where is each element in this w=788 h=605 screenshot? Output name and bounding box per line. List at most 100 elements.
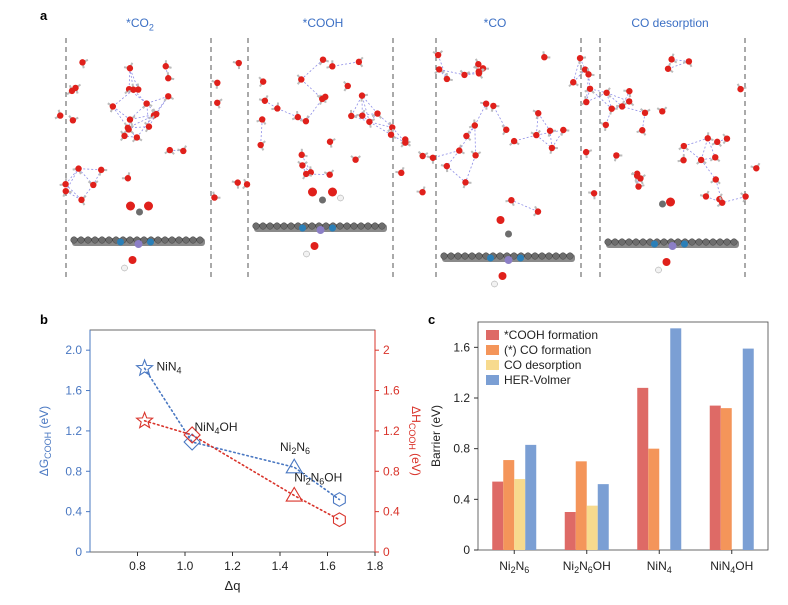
water-oxygen xyxy=(419,152,426,160)
carbon-atom xyxy=(378,222,386,230)
water-oxygen xyxy=(625,98,633,105)
water-oxygen xyxy=(541,53,548,61)
water-oxygen xyxy=(359,112,366,119)
water-oxygen xyxy=(712,154,719,161)
water-oxygen xyxy=(585,71,592,78)
hydrogen-bond xyxy=(155,96,169,115)
water-oxygen xyxy=(570,79,577,86)
bar-co-formation xyxy=(575,461,587,550)
category-label-c-4: NiN4OH xyxy=(710,559,753,575)
nitrogen-atom xyxy=(681,240,688,248)
carbon-atom xyxy=(154,236,162,244)
water-oxygen xyxy=(443,162,451,170)
data-point-hexagon xyxy=(332,492,346,507)
water-oxygen xyxy=(461,71,468,79)
water-oxygen xyxy=(352,156,359,163)
carbon-atom xyxy=(559,252,567,260)
water-oxygen xyxy=(685,58,693,65)
carbon-atom xyxy=(273,222,281,230)
title-co: *CO xyxy=(483,16,507,30)
water-oxygen xyxy=(535,110,542,117)
water-oxygen xyxy=(712,176,719,183)
desorbed-carbon xyxy=(659,200,666,208)
water-oxygen xyxy=(62,180,69,188)
adsorbate-hydrogen xyxy=(337,194,344,202)
carbon-atom xyxy=(168,236,176,244)
series-line-b xyxy=(143,367,341,501)
carbon-atom xyxy=(266,222,274,230)
bar-her-volmer xyxy=(525,444,537,550)
category-label-c-2: Ni2N6OH xyxy=(563,559,611,575)
carbon-atom xyxy=(524,252,532,260)
x-tick-label-b: 1.8 xyxy=(367,559,384,573)
carbon-atom xyxy=(611,238,619,246)
water-oxygen xyxy=(294,113,302,121)
carbon-atom xyxy=(77,236,85,244)
y-right-tick-label-b: 0.8 xyxy=(383,464,400,478)
water-oxygen xyxy=(702,193,710,200)
hydrogen-bond xyxy=(465,155,476,183)
hydrogen-bond xyxy=(361,95,370,122)
water-oxygen xyxy=(659,108,666,115)
water-oxygen xyxy=(576,54,584,62)
carbon-atom xyxy=(447,252,455,260)
water-oxygen xyxy=(211,194,218,201)
hydrogen-bond xyxy=(671,58,689,62)
hydrogen-bond xyxy=(722,196,746,204)
x-tick-label-b: 1.2 xyxy=(224,559,241,573)
water-oxygen xyxy=(472,152,479,159)
title-cooh: *COOH xyxy=(302,16,344,30)
structure-2 xyxy=(231,38,412,278)
carbon-atom xyxy=(98,236,106,244)
water-oxygen xyxy=(462,179,469,186)
carbon-atom xyxy=(343,222,351,230)
water-oxygen xyxy=(145,123,153,130)
hydrogen-bond xyxy=(641,112,646,131)
title-co2: *CO2 xyxy=(65,16,215,32)
water-oxygen xyxy=(79,59,86,66)
hydrogen-bond xyxy=(351,115,370,123)
carbon-atom xyxy=(660,238,668,246)
water-oxygen xyxy=(613,152,620,159)
bar-her-volmer xyxy=(670,328,682,550)
hydrogen-bond xyxy=(301,79,323,100)
hydrogen-bond xyxy=(92,169,102,186)
water-oxygen xyxy=(109,103,117,110)
water-oxygen xyxy=(398,169,405,177)
water-oxygen xyxy=(463,132,470,140)
water-oxygen xyxy=(533,131,540,139)
carbon-atom xyxy=(468,252,476,260)
bar-co-desorption xyxy=(514,479,526,550)
water-oxygen xyxy=(126,65,134,72)
y-axis-label-c: Barrier (eV) xyxy=(429,405,443,467)
water-oxygen xyxy=(680,142,688,150)
water-oxygen xyxy=(697,156,705,164)
hydrogen-bond xyxy=(458,125,476,151)
hydroxyl-hydrogen xyxy=(121,264,128,272)
y-left-tick-label-b: 0.4 xyxy=(65,505,82,519)
y-tick-label-c: 1.2 xyxy=(453,391,470,405)
water-oxygen xyxy=(298,76,305,83)
water-oxygen xyxy=(261,97,269,104)
y-right-tick-label-b: 2 xyxy=(383,343,390,357)
structure-1 xyxy=(54,38,223,278)
y-left-axis-label-b: ΔGCOOH (eV) xyxy=(37,406,53,476)
water-oxygen xyxy=(456,147,463,154)
y-right-tick-label-b: 0 xyxy=(383,545,390,559)
hydrogen-bond xyxy=(606,92,630,102)
water-oxygen xyxy=(75,165,82,172)
bar-her-volmer xyxy=(742,348,754,550)
legend-label: (*) CO formation xyxy=(504,343,591,357)
carbon-atom xyxy=(625,238,633,246)
panel-a-letter: a xyxy=(40,8,48,23)
legend-swatch xyxy=(486,375,499,385)
water-oxygen xyxy=(259,78,267,85)
water-oxygen xyxy=(581,66,589,73)
category-label-c-3: NiN4 xyxy=(647,559,672,575)
nitrogen-atom xyxy=(117,238,124,246)
data-point-hexagon xyxy=(332,512,346,528)
category-label-c-1: Ni2N6 xyxy=(499,559,529,575)
data-point-triangle xyxy=(285,458,304,474)
adsorbate-carbon xyxy=(319,196,326,204)
water-oxygen xyxy=(234,179,241,186)
